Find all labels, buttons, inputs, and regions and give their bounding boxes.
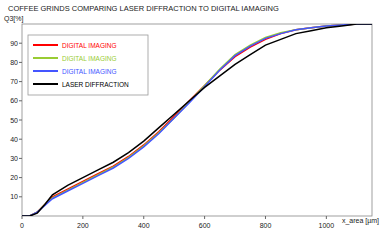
- y-tick-label: 80: [10, 59, 18, 66]
- legend-swatch: [33, 44, 58, 46]
- legend-swatch: [33, 83, 58, 85]
- x-tick: [204, 216, 205, 219]
- series-line: [22, 24, 372, 216]
- y-tick-label: 50: [10, 117, 18, 124]
- legend-box: [28, 35, 148, 95]
- plot-frame: [22, 24, 372, 216]
- y-tick: [19, 139, 22, 140]
- x-tick-label: 400: [138, 222, 150, 229]
- y-tick: [19, 196, 22, 197]
- y-tick: [19, 100, 22, 101]
- x-tick-label: 200: [77, 222, 89, 229]
- y-tick-label: 10: [10, 193, 18, 200]
- y-tick-label: 60: [10, 97, 18, 104]
- x-tick-label: 0: [20, 222, 24, 229]
- title: COFFEE GRINDS COMPARING LASER DIFFRACTIO…: [8, 4, 279, 13]
- series-line: [22, 24, 372, 216]
- legend-swatch: [33, 57, 58, 59]
- y-tick: [19, 158, 22, 159]
- x-tick-label: 1000: [319, 222, 335, 229]
- series-line: [22, 24, 372, 216]
- y-tick: [19, 43, 22, 44]
- x-tick: [265, 216, 266, 219]
- y-tick: [19, 120, 22, 121]
- y-tick: [19, 81, 22, 82]
- series-line: [22, 24, 372, 216]
- x-tick: [22, 216, 23, 219]
- y-tick-label: 90: [10, 40, 18, 47]
- y-tick: [19, 62, 22, 63]
- legend-swatch: [33, 70, 58, 72]
- legend-label: DIGITAL IMAGING: [62, 42, 117, 49]
- legend-label: LASER DIFFRACTION: [62, 81, 129, 88]
- y-tick-label: 20: [10, 174, 18, 181]
- y-axis-label: Q3[%]: [4, 15, 24, 23]
- legend-label: DIGITAL IMAGING: [62, 55, 117, 62]
- x-tick-label: 600: [199, 222, 211, 229]
- x-tick: [143, 216, 144, 219]
- x-tick: [82, 216, 83, 219]
- y-tick-label: 30: [10, 155, 18, 162]
- y-tick: [19, 177, 22, 178]
- legend-label: DIGITAL IMAGING: [62, 68, 117, 75]
- x-axis-label: x_area [µm]: [342, 217, 379, 225]
- plot-area: [22, 24, 372, 216]
- y-tick-label: 70: [10, 78, 18, 85]
- x-tick-label: 800: [260, 222, 272, 229]
- x-tick: [326, 216, 327, 219]
- y-tick-label: 40: [10, 136, 18, 143]
